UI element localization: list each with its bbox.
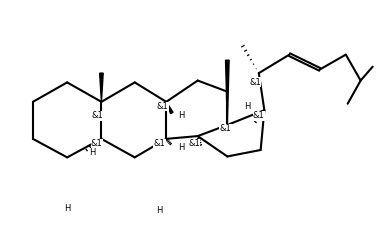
Text: H: H [64, 204, 70, 213]
Text: &1: &1 [91, 139, 103, 148]
Text: &1: &1 [188, 139, 200, 148]
Text: H: H [178, 143, 184, 152]
Text: &1: &1 [249, 78, 261, 87]
Text: H: H [244, 102, 251, 111]
Polygon shape [166, 102, 173, 114]
Text: &1: &1 [157, 102, 168, 111]
Polygon shape [225, 60, 229, 125]
Text: &1: &1 [154, 139, 166, 148]
Polygon shape [100, 73, 103, 102]
Text: &1: &1 [253, 111, 265, 120]
Text: H: H [157, 206, 163, 215]
Text: &1: &1 [92, 111, 104, 120]
Text: H: H [89, 148, 95, 157]
Text: H: H [178, 111, 184, 120]
Text: &1: &1 [220, 124, 231, 133]
